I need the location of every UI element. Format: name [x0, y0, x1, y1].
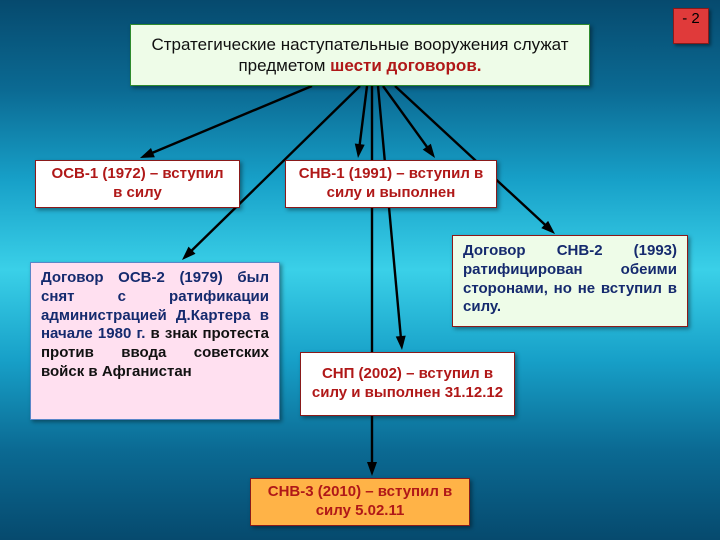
header-box: Стратегические наступательные вооружения…: [130, 24, 590, 86]
node-snv1: СНВ-1 (1991) – вступил в силу и выполнен: [285, 160, 497, 208]
slide-stage: - 2 Стратегические наступательные вооруж…: [0, 0, 720, 540]
node-osv1: ОСВ-1 (1972) – вступил в силу: [35, 160, 240, 208]
page-number-badge: - 2: [673, 8, 709, 44]
node-snv3: СНВ-3 (2010) – вступил в силу 5.02.11: [250, 478, 470, 526]
node-snp: СНП (2002) – вступил в силу и выполнен 3…: [300, 352, 515, 416]
node-snv2: Договор СНВ-2 (1993) ратифицирован обеим…: [452, 235, 688, 327]
node-osv2: Договор ОСВ-2 (1979) был снят с ратифика…: [30, 262, 280, 420]
